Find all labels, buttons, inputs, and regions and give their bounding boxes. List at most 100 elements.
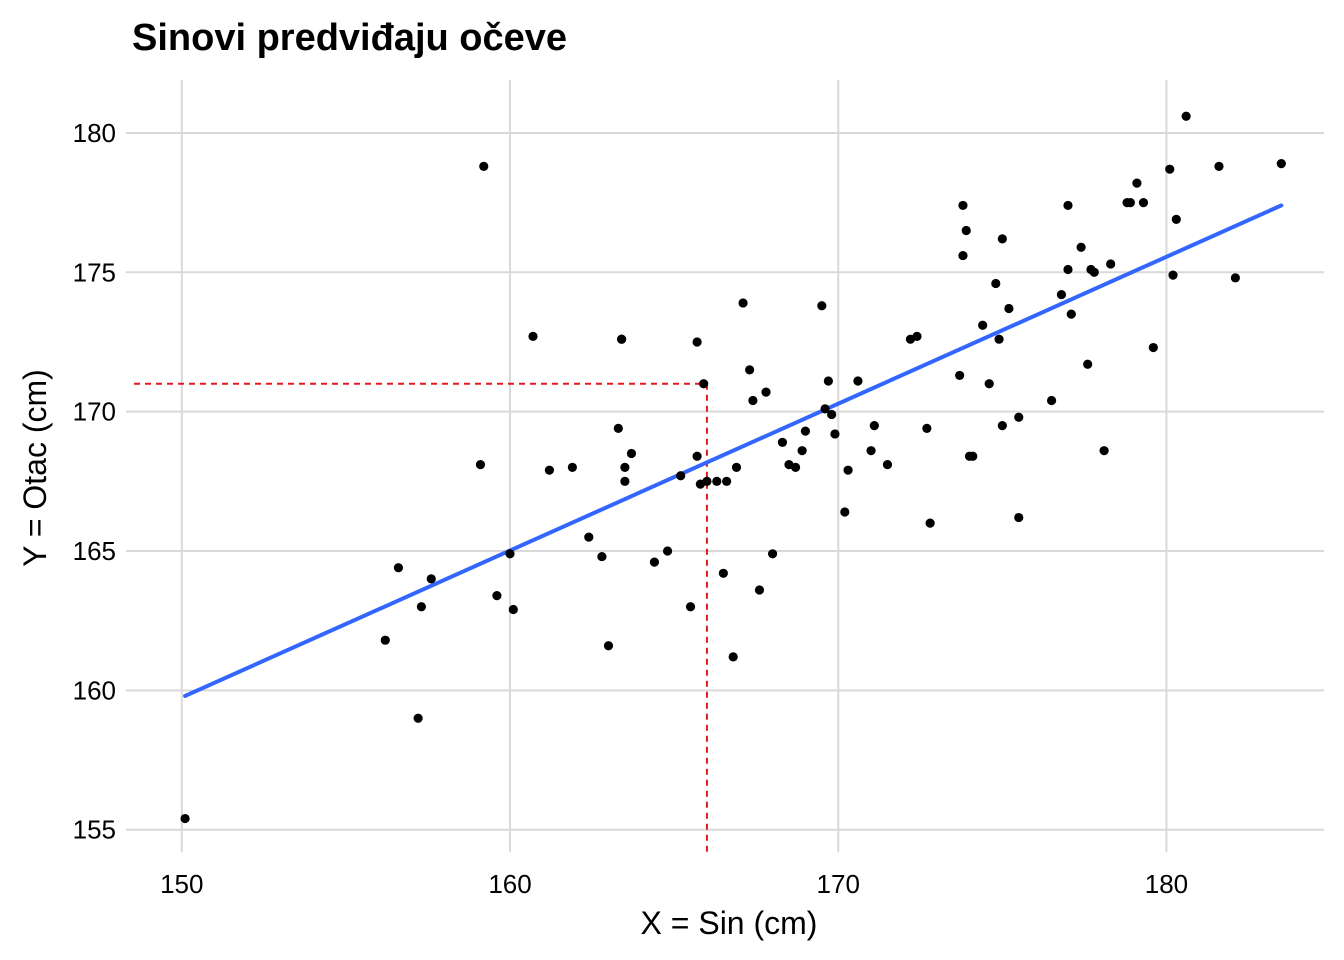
x-axis-label: X = Sin (cm) (641, 905, 818, 941)
data-point-100 (1276, 159, 1286, 169)
data-point-23 (649, 557, 660, 567)
y-tick-label-1: 160 (73, 675, 116, 705)
data-point-13 (567, 462, 577, 472)
data-point-11 (528, 331, 538, 342)
data-point-30 (699, 379, 709, 389)
data-point-90 (1125, 198, 1135, 208)
data-point-61 (922, 423, 932, 433)
data-point-20 (620, 462, 630, 472)
data-point-71 (991, 278, 1001, 289)
data-point-57 (869, 420, 879, 431)
data-point-73 (997, 420, 1007, 431)
data-point-7 (479, 161, 489, 171)
data-point-2 (393, 563, 404, 573)
regression-line (183, 203, 1284, 698)
data-point-42 (767, 549, 778, 559)
data-point-15 (597, 551, 607, 562)
data-point-86 (1089, 267, 1099, 277)
data-point-66 (961, 225, 971, 236)
fit-line (183, 203, 1284, 698)
data-point-97 (1181, 111, 1191, 121)
data-point-8 (492, 590, 502, 601)
data-point-96 (1171, 214, 1181, 224)
data-point-76 (1014, 412, 1024, 422)
y-tick-label-4: 175 (73, 257, 116, 287)
data-point-62 (925, 518, 935, 528)
data-point-58 (882, 460, 893, 470)
data-point-52 (830, 429, 840, 439)
data-point-21 (620, 476, 630, 486)
data-point-92 (1138, 198, 1149, 208)
data-point-3 (413, 713, 423, 723)
data-point-53 (840, 507, 850, 517)
data-point-4 (416, 602, 426, 612)
grid (126, 80, 1324, 852)
data-point-93 (1148, 342, 1158, 353)
data-point-5 (426, 574, 436, 584)
data-point-95 (1168, 270, 1178, 280)
x-tick-label-3: 180 (1145, 869, 1188, 899)
tick-labels: 150 160 170 180 155 160 165 170 175 180 (73, 118, 1189, 899)
y-axis-label: Y = Otac (cm) (17, 369, 53, 567)
data-point-79 (1056, 289, 1067, 300)
data-point-43 (777, 437, 788, 447)
data-point-69 (978, 320, 988, 330)
chart-title: Sinovi predviđaju očeve (132, 17, 567, 59)
data-point-35 (728, 652, 738, 662)
y-tick-label-3: 170 (73, 397, 116, 427)
data-point-37 (738, 298, 748, 308)
data-point-36 (731, 462, 742, 472)
data-point-31 (702, 476, 712, 486)
data-point-32 (712, 476, 722, 486)
data-point-88 (1106, 259, 1116, 269)
data-point-16 (603, 641, 614, 651)
data-point-77 (1014, 512, 1024, 523)
x-tick-label-2: 170 (817, 869, 860, 899)
data-point-34 (722, 476, 732, 486)
data-point-63 (955, 370, 965, 381)
data-points (180, 111, 1286, 824)
data-point-33 (718, 568, 728, 578)
data-point-54 (843, 465, 853, 475)
data-point-25 (676, 471, 686, 481)
data-point-99 (1230, 273, 1240, 283)
data-point-14 (584, 532, 594, 542)
data-point-60 (912, 331, 922, 342)
data-point-45 (790, 462, 801, 472)
data-point-70 (984, 379, 994, 389)
data-point-51 (827, 409, 837, 420)
data-point-9 (505, 549, 515, 559)
data-point-75 (1004, 303, 1014, 314)
data-point-46 (797, 446, 807, 456)
data-point-41 (761, 387, 771, 397)
data-point-40 (754, 585, 765, 595)
data-point-83 (1076, 242, 1086, 252)
data-point-1 (380, 635, 390, 645)
data-point-81 (1063, 200, 1073, 211)
data-point-78 (1046, 395, 1057, 406)
data-point-80 (1063, 264, 1073, 275)
data-point-27 (692, 337, 702, 347)
guide-lines (134, 382, 708, 852)
data-point-10 (508, 604, 518, 615)
data-point-74 (997, 234, 1007, 244)
data-point-38 (745, 365, 755, 375)
data-point-0 (180, 813, 190, 824)
data-point-56 (866, 446, 876, 456)
data-point-64 (958, 250, 968, 261)
data-point-50 (823, 376, 833, 386)
y-tick-label-2: 165 (73, 536, 116, 566)
data-point-94 (1165, 164, 1175, 174)
data-point-68 (968, 451, 978, 461)
data-point-98 (1214, 161, 1224, 171)
data-point-26 (685, 602, 696, 612)
x-tick-label-0: 150 (160, 869, 203, 899)
x-tick-label-1: 160 (488, 869, 531, 899)
data-point-87 (1099, 446, 1109, 456)
data-point-49 (820, 404, 830, 414)
data-point-65 (958, 200, 968, 211)
y-tick-label-5: 180 (73, 118, 116, 148)
data-point-55 (853, 376, 863, 386)
data-point-72 (994, 334, 1004, 344)
